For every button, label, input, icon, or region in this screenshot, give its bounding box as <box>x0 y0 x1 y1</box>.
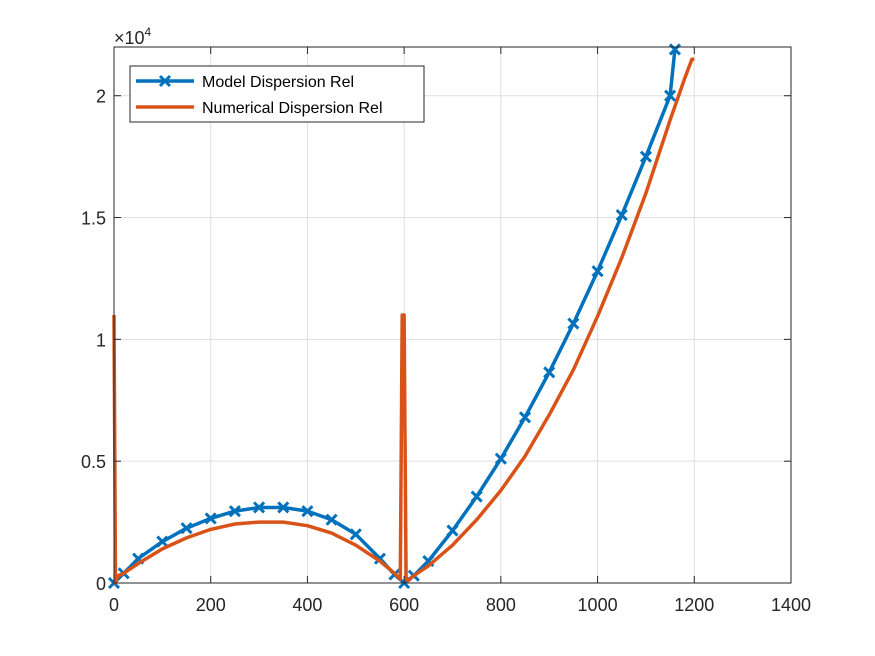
series-layer <box>107 43 695 590</box>
legend-item: Numerical Dispersion Rel <box>136 100 383 117</box>
legend-label: Model Dispersion Rel <box>202 74 354 91</box>
tick-labels: 0 200 400 600 800 1000 1200 1400 0 0.5 1 1.5 2 <box>81 87 811 615</box>
x-tick-label: 800 <box>486 595 516 615</box>
x-tick-label: 0 <box>109 595 119 615</box>
data-point <box>277 501 290 514</box>
data-point <box>446 524 459 537</box>
data-point <box>543 366 556 379</box>
legend-item: Model Dispersion Rel <box>136 74 354 91</box>
data-point <box>567 317 580 330</box>
x-tick-label: 1200 <box>674 595 714 615</box>
data-point <box>494 452 507 465</box>
plot-area <box>114 47 791 583</box>
x-tick-label: 200 <box>196 595 226 615</box>
data-point <box>349 528 362 541</box>
y-exponent-label: ×104 <box>114 25 152 48</box>
legend-marker <box>158 74 172 88</box>
x-tick-label: 1000 <box>578 595 618 615</box>
data-point <box>204 512 217 525</box>
data-point <box>180 522 193 535</box>
data-point <box>156 535 169 548</box>
y-tick-label: 0.5 <box>81 452 106 472</box>
legend-label: Numerical Dispersion Rel <box>202 100 383 117</box>
data-point <box>639 150 652 163</box>
y-tick-label: 0 <box>96 574 106 594</box>
legend: Model Dispersion Rel Numerical Dispersion… <box>129 65 425 123</box>
data-point <box>301 505 314 518</box>
ticks <box>113 47 792 584</box>
data-point <box>518 411 532 424</box>
data-point <box>325 513 338 526</box>
y-tick-label: 2 <box>96 87 106 107</box>
y-tick-label: 1.5 <box>81 209 106 229</box>
data-point <box>470 490 483 503</box>
series-line <box>112 57 695 585</box>
data-point <box>615 209 628 222</box>
axes-box <box>113 46 792 584</box>
x-tick-label: 400 <box>292 595 322 615</box>
data-point <box>253 501 266 514</box>
data-point <box>591 265 604 278</box>
data-point <box>668 43 682 56</box>
data-point <box>228 505 241 518</box>
x-tick-label: 600 <box>389 595 419 615</box>
y-tick-label: 1 <box>96 330 106 350</box>
legend-box <box>129 65 425 123</box>
x-tick-label: 1400 <box>771 595 811 615</box>
series-numerical-dispersion <box>112 57 695 585</box>
data-point <box>664 89 677 102</box>
